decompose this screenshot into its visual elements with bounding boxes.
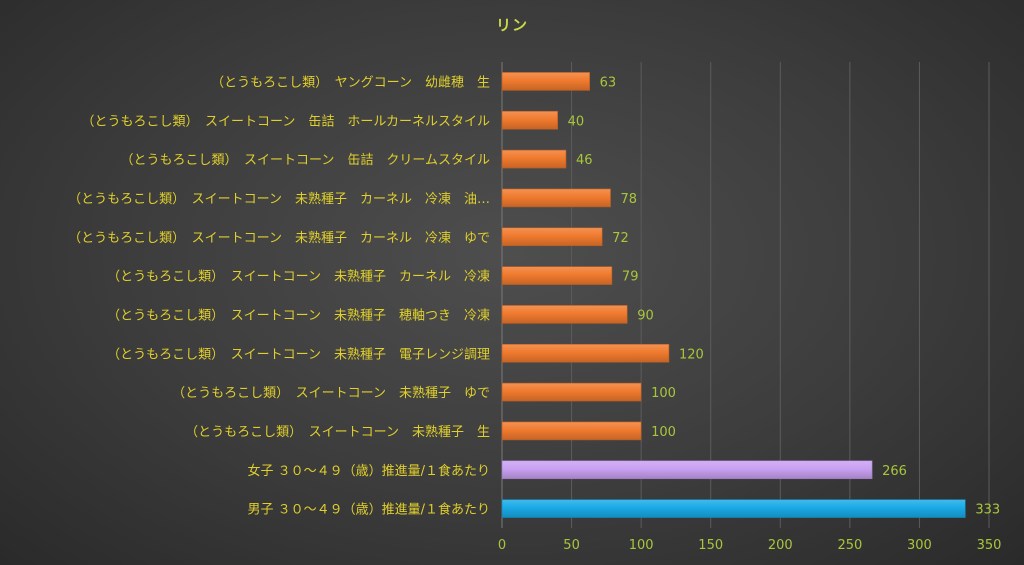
category-label: （とうもろこし類） ヤングコーン 幼雌穂 生 xyxy=(211,74,490,90)
x-tick-label: 250 xyxy=(837,538,862,553)
category-label: （とうもろこし類） スイートコーン 未熟種子 カーネル 冷凍 油… xyxy=(68,191,490,207)
data-label: 266 xyxy=(882,464,907,479)
data-label: 333 xyxy=(975,503,1000,518)
x-tick-label: 350 xyxy=(977,538,1002,553)
category-label: （とうもろこし類） スイートコーン 未熟種子 カーネル 冷凍 xyxy=(107,269,490,285)
category-label: 女子 ３０～４９（歳）推進量/１食あたり xyxy=(247,463,490,479)
data-label: 72 xyxy=(612,231,629,246)
bar xyxy=(501,149,567,169)
bar xyxy=(501,421,642,441)
bar xyxy=(501,188,611,208)
bar xyxy=(501,343,670,363)
data-label: 90 xyxy=(637,308,654,323)
data-label: 100 xyxy=(651,425,676,440)
data-label: 79 xyxy=(622,270,639,285)
chart-title: リン xyxy=(495,16,528,34)
data-label: 40 xyxy=(568,114,585,129)
data-label: 120 xyxy=(679,347,704,362)
bar xyxy=(501,110,558,130)
category-label: （とうもろこし類） スイートコーン 未熟種子 生 xyxy=(185,424,490,440)
data-label: 100 xyxy=(651,386,676,401)
category-label: （とうもろこし類） スイートコーン 缶詰 クリームスタイル xyxy=(121,152,490,168)
category-label: （とうもろこし類） スイートコーン 未熟種子 カーネル 冷凍 ゆで xyxy=(68,230,490,246)
x-tick-label: 150 xyxy=(698,538,723,553)
x-tick-label: 300 xyxy=(907,538,932,553)
category-label: 男子 ３０～４９（歳）推進量/１食あたり xyxy=(247,502,490,518)
bar xyxy=(501,382,642,402)
data-label: 78 xyxy=(621,192,638,207)
bar xyxy=(501,72,590,91)
data-label: 63 xyxy=(600,75,617,90)
x-tick-label: 200 xyxy=(768,538,793,553)
x-tick-label: 100 xyxy=(629,538,654,553)
bar xyxy=(501,305,628,324)
x-tick-label: 50 xyxy=(563,538,580,553)
bar xyxy=(501,266,613,285)
x-tick-label: 0 xyxy=(498,538,506,553)
category-label: （とうもろこし類） スイートコーン 未熟種子 穂軸つき 冷凍 xyxy=(107,307,490,323)
bar xyxy=(501,460,873,480)
category-label: （とうもろこし類） スイートコーン 未熟種子 電子レンジ調理 xyxy=(107,346,490,362)
data-label: 46 xyxy=(576,153,593,168)
category-label: （とうもろこし類） スイートコーン 缶詰 ホールカーネルスタイル xyxy=(82,113,490,129)
bar xyxy=(501,227,603,247)
category-label: （とうもろこし類） スイートコーン 未熟種子 ゆで xyxy=(172,385,490,401)
bar xyxy=(501,499,966,518)
